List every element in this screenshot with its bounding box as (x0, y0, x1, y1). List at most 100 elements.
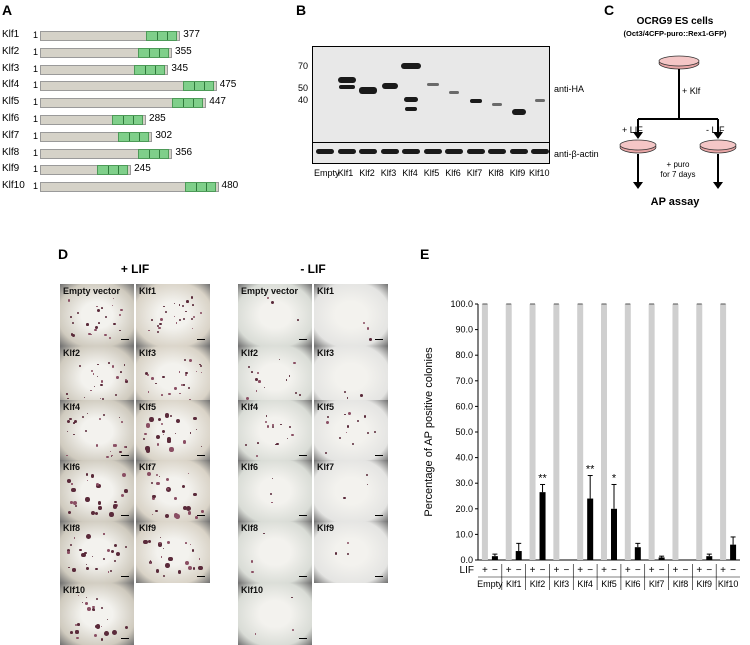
lif-condition-label: + (553, 565, 559, 576)
start-residue: 1 (33, 80, 39, 91)
plus-lif-tile: Empty vector (60, 284, 134, 346)
start-residue: 1 (33, 130, 39, 141)
category-label: Klf8 (673, 579, 689, 589)
y-tick-label: 30.0 (455, 478, 473, 488)
significance-mark: ** (538, 472, 547, 484)
mw-marker-70: 70 (297, 61, 308, 71)
significance-mark: ** (586, 464, 595, 476)
lane-label: Klf8 (488, 168, 504, 178)
lane-label: Klf3 (380, 168, 397, 178)
y-tick-label: 70.0 (455, 376, 473, 386)
protein-bar (40, 148, 173, 159)
mw-marker-40: 40 (297, 95, 308, 105)
actin-band (466, 149, 485, 154)
tile-label: Klf6 (241, 462, 259, 472)
y-tick-label: 50.0 (455, 427, 473, 437)
ha-band (492, 103, 502, 106)
start-residue: 1 (33, 164, 39, 175)
panel-label-d: D (58, 246, 69, 262)
category-label: Klf3 (554, 579, 570, 589)
tile-label: Klf1 (139, 286, 157, 296)
category-label: Empty (477, 579, 503, 589)
klf-name: Klf6 (2, 113, 20, 124)
minus-lif-tile: Klf6 (238, 460, 312, 522)
lif-condition-label: − (706, 565, 712, 576)
scale-bar (197, 339, 205, 340)
tile-label: Klf4 (63, 402, 81, 412)
actin-band (445, 149, 463, 154)
protein-length: 475 (219, 79, 237, 91)
scale-bar (197, 455, 205, 456)
lif-condition-label: − (611, 565, 617, 576)
scale-bar (299, 576, 307, 577)
zinc-finger-domain (97, 165, 129, 176)
bar (553, 304, 560, 560)
lif-condition-label: + (649, 565, 655, 576)
actin-band (488, 149, 506, 154)
protein-length: 377 (183, 29, 200, 40)
plus-lif-tile: Klf6 (60, 460, 134, 522)
lif-condition-label: + (530, 565, 536, 576)
klf-name: Klf2 (2, 45, 20, 57)
tile-label: Klf10 (63, 585, 86, 595)
bar (539, 492, 546, 560)
tile-label: Klf2 (241, 348, 259, 358)
scale-bar (299, 515, 307, 516)
lif-condition-label: − (563, 565, 569, 576)
y-tick-label: 20.0 (455, 504, 473, 514)
y-axis-label: Percentage of AP positive colonies (423, 347, 435, 517)
y-tick-label: 90.0 (455, 325, 473, 335)
tile-label: Klf2 (63, 348, 81, 358)
anti-ha-label: anti-HA (554, 84, 585, 94)
zinc-finger-domain (118, 131, 150, 142)
bar (696, 304, 703, 560)
zinc-finger-domain (172, 98, 204, 109)
protein-bar (40, 131, 153, 142)
category-label: Klf6 (625, 579, 641, 589)
plus-lif-tile: Klf8 (60, 521, 134, 583)
ha-band (405, 107, 417, 111)
klf-name: Klf4 (2, 79, 20, 91)
category-label: Klf5 (601, 579, 617, 589)
plus-lif-tile: Klf2 (60, 346, 134, 408)
plus-lif-tile: Klf3 (136, 346, 210, 408)
bar (491, 556, 498, 560)
bar (529, 304, 536, 560)
tile-label: Klf4 (241, 402, 259, 412)
colony-image-grid: Empty vector Klf1 Klf2 Klf3 Klf4 Klf5 Klf6 Klf7… (60, 284, 388, 645)
lane-label: Empty (314, 168, 340, 178)
zinc-finger-domain (184, 182, 216, 193)
zinc-finger-domain (182, 81, 214, 92)
start-residue: 1 (33, 181, 39, 192)
klf-name: Klf7 (2, 129, 20, 141)
bar (706, 556, 713, 560)
lif-condition-label: − (635, 565, 641, 576)
category-label: Klf1 (506, 579, 522, 589)
protein-length: 356 (175, 146, 193, 158)
start-residue: 1 (33, 114, 39, 124)
plus-lif-tile: Klf10 (60, 583, 134, 645)
scale-bar (121, 515, 129, 516)
protein-length: 245 (134, 163, 151, 175)
scale-bar (375, 515, 383, 516)
lif-condition-label: + (506, 565, 512, 576)
ap-colony-bar-chart: 0.0 10.0 20.0 30.0 40.0 50.0 60.0 70.0 80.0 90.0 1… (423, 299, 740, 590)
plus-lif-tile: Klf4 (60, 400, 134, 462)
actin-band (359, 149, 377, 154)
lif-condition-label: + (625, 565, 631, 576)
workflow-schematic: OCRG9 ES cells (Oct3/4CFP-puro::Rex1-GFP… (600, 16, 750, 216)
minus-lif-tile: Klf7 (314, 460, 388, 522)
minus-lif-tile: Klf10 (238, 583, 312, 645)
protein-bar (40, 81, 217, 92)
tile-label: Klf9 (139, 523, 157, 533)
tile-label: Klf10 (241, 585, 264, 595)
start-residue: 1 (33, 46, 39, 57)
lif-condition-label: − (540, 565, 546, 576)
scale-bar (197, 515, 205, 516)
klf-name: Klf1 (2, 29, 20, 40)
puro-label-2: for 7 days (660, 170, 696, 179)
lane-label: Klf4 (402, 168, 418, 178)
tile-label: Empty vector (63, 286, 121, 296)
scale-bar (375, 455, 383, 456)
category-label: Klf7 (649, 579, 665, 589)
